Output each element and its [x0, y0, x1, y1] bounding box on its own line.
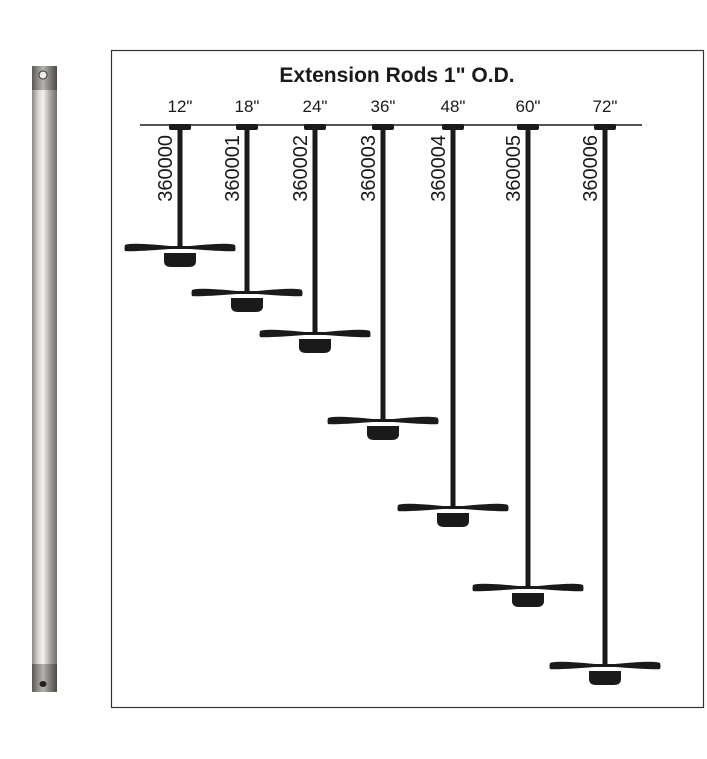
fan-blades — [472, 583, 584, 592]
rod-360003: 36" 360003 — [327, 97, 439, 440]
rod-length-label: 72" — [593, 97, 618, 116]
part-number: 360005 — [503, 135, 525, 202]
fan-blades — [397, 503, 509, 512]
ceiling-mount — [372, 124, 394, 130]
rod-360006: 72" 360006 — [549, 97, 661, 685]
rod-line — [602, 128, 608, 665]
rod-length-label: 36" — [371, 97, 396, 116]
diagram-frame — [110, 49, 705, 709]
fan-blades — [327, 416, 439, 425]
rod-360004: 48" 360004 — [397, 97, 509, 527]
ceiling-mount — [442, 124, 464, 130]
part-number: 360000 — [155, 135, 177, 202]
ceiling-mount — [236, 124, 258, 130]
rod-360000: 12" 360000 — [124, 97, 236, 267]
part-number: 360006 — [580, 135, 602, 202]
rod-line — [525, 128, 531, 587]
fan-blades — [549, 661, 661, 670]
rod-line — [380, 128, 386, 420]
rod-length-label: 18" — [235, 97, 260, 116]
fan-housing — [231, 298, 263, 312]
part-number: 360004 — [428, 135, 450, 202]
fan-housing — [299, 339, 331, 353]
rod-360001: 18" 360001 — [191, 97, 303, 312]
fan-housing — [437, 513, 469, 527]
part-number: 360003 — [358, 135, 380, 202]
ceiling-mount — [517, 124, 539, 130]
rod-length-label: 60" — [516, 97, 541, 116]
fan-housing — [367, 426, 399, 440]
fan-blades — [191, 288, 303, 297]
part-number: 360001 — [222, 135, 244, 202]
fan-blades — [124, 243, 236, 252]
rod-360002: 24" 360002 — [259, 97, 371, 353]
rod-line — [244, 128, 250, 292]
ceiling-mount — [169, 124, 191, 130]
fan-blades — [259, 329, 371, 338]
fan-housing — [512, 593, 544, 607]
rod-length-label: 24" — [303, 97, 328, 116]
diagram-title: Extension Rods 1" O.D. — [279, 64, 514, 87]
ceiling-mount — [304, 124, 326, 130]
fan-housing — [589, 671, 621, 685]
rod-length-label: 12" — [168, 97, 193, 116]
part-number: 360002 — [290, 135, 312, 202]
rod-line — [450, 128, 456, 507]
fan-housing — [164, 253, 196, 267]
ceiling-mount — [594, 124, 616, 130]
rod-360005: 60" 360005 — [472, 97, 584, 607]
rod-line — [312, 128, 318, 333]
rod-length-label: 48" — [441, 97, 466, 116]
rod-line — [177, 128, 183, 247]
